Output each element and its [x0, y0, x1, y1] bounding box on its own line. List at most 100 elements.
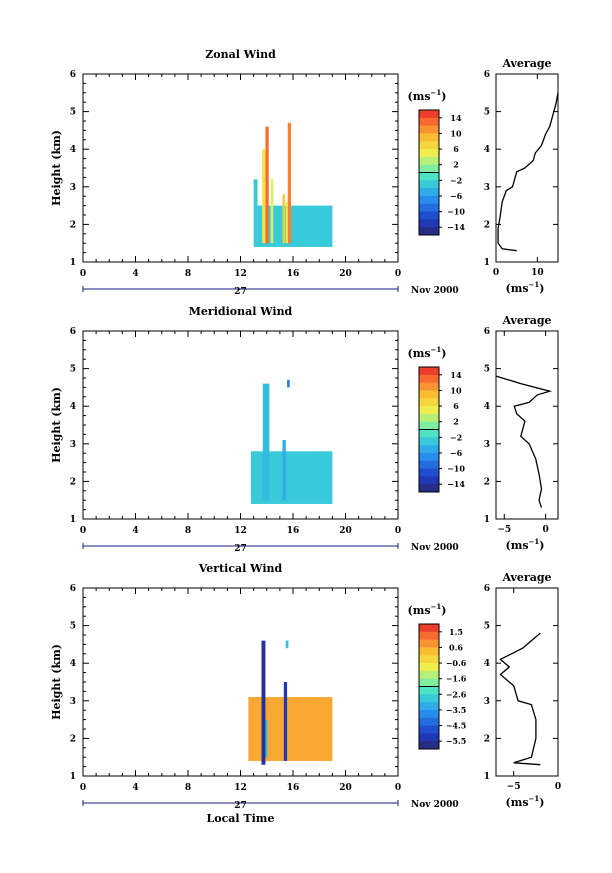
y-tick-label: 1: [70, 515, 76, 525]
colorbar-swatch: [419, 639, 439, 648]
profile-y-tick-label: 2: [484, 734, 490, 744]
data-cell: [270, 179, 274, 244]
colorbar-swatch: [419, 624, 439, 633]
y-tick-label: 2: [70, 220, 76, 230]
y-tick-label: 3: [70, 440, 76, 450]
colorbar-swatch: [419, 195, 439, 205]
colorbar-tick-label: 6: [453, 401, 459, 411]
day-label: 27: [234, 544, 247, 554]
data-cell: [285, 201, 288, 244]
x-tick-label: 0: [80, 269, 86, 279]
x-tick-label: 4: [132, 269, 138, 279]
y-tick-label: 5: [70, 622, 76, 632]
colorbar-tick-label: −5.5: [446, 736, 467, 746]
colorbar-swatch: [419, 663, 439, 672]
colorbar-swatch: [419, 125, 439, 134]
x-axis-label: Local Time: [207, 812, 275, 825]
day-label: 27: [234, 287, 247, 297]
profile-title: Average: [501, 314, 551, 327]
profile-y-tick-label: 2: [484, 220, 490, 230]
profile-y-tick-label: 6: [484, 70, 490, 80]
data-cell: [287, 379, 290, 388]
x-tick-label: 0: [80, 526, 86, 536]
colorbar-swatch: [419, 110, 439, 119]
colorbar-swatch: [419, 406, 439, 415]
colorbar-tick-label: −14: [447, 222, 465, 232]
profile-y-tick-label: 1: [484, 772, 490, 782]
y-tick-label: 1: [70, 258, 76, 268]
x-tick-label: 8: [185, 783, 191, 793]
x-tick-label: 0: [395, 269, 401, 279]
colorbar-swatch: [419, 468, 439, 477]
profile-frame: [495, 587, 559, 777]
profile-unit: (ms−1): [505, 794, 544, 809]
colorbar-swatch: [419, 460, 439, 469]
colorbar-swatch: [419, 211, 439, 220]
colorbar-swatch: [419, 655, 439, 664]
colorbar-swatch: [419, 133, 439, 142]
profile-line: [495, 375, 553, 508]
profile-title: Average: [501, 571, 551, 584]
x-tick-label: 4: [132, 526, 138, 536]
y-tick-label: 5: [70, 108, 76, 118]
profile-x-tick-label: 0: [542, 525, 548, 535]
colorbar-swatch: [419, 413, 439, 423]
colorbar-tick-label: −6: [450, 448, 463, 458]
data-blocks: [253, 122, 333, 247]
profile-x-tick-label: 0: [493, 268, 499, 278]
colorbar-tick-label: 10: [450, 128, 462, 138]
profile-x-tick-label: 10: [531, 268, 544, 278]
colorbar-swatch: [419, 227, 439, 236]
colorbar-swatch: [419, 156, 439, 166]
profile-y-tick-label: 4: [484, 402, 490, 412]
y-axis-label: Height (km): [50, 130, 63, 206]
colorbar-unit: (ms−1): [407, 602, 446, 617]
x-tick-label: 0: [395, 526, 401, 536]
data-cell: [262, 149, 266, 244]
colorbar-tick-label: −10: [447, 464, 465, 474]
colorbar-tick-label: −3.5: [446, 705, 467, 715]
colorbar-swatch: [419, 445, 439, 454]
colorbar-swatch: [419, 702, 439, 711]
y-tick-label: 2: [70, 734, 76, 744]
colorbar-swatch: [419, 398, 439, 407]
y-tick-label: 6: [70, 584, 76, 594]
colorbar-tick-label: 1.5: [449, 627, 463, 637]
data-cell: [282, 194, 286, 244]
colorbar-tick-label: −4.5: [446, 721, 467, 731]
y-axis-label: Height (km): [50, 644, 63, 720]
profile-line: [497, 92, 559, 252]
colorbar-tick-label: −2: [450, 432, 462, 442]
day-label: 27: [234, 801, 247, 811]
colorbar-swatch: [419, 164, 439, 173]
data-blocks: [248, 640, 333, 765]
plot-frame: [82, 330, 399, 520]
colorbar-swatch: [419, 367, 439, 376]
colorbar-unit: (ms−1): [407, 345, 446, 360]
profile-y-tick-label: 4: [484, 659, 490, 669]
data-cell: [319, 458, 324, 501]
profile-y-tick-label: 1: [484, 258, 490, 268]
y-tick-label: 4: [70, 402, 76, 412]
y-tick-label: 6: [70, 327, 76, 337]
y-axis-label: Height (km): [50, 387, 63, 463]
data-cell: [257, 205, 333, 247]
x-tick-label: 20: [339, 269, 352, 279]
data-cell: [287, 122, 292, 244]
data-cell: [248, 697, 333, 761]
colorbar-swatch: [419, 647, 439, 656]
colorbar-swatch: [419, 631, 439, 641]
colorbar-swatch: [419, 141, 439, 150]
y-tick-label: 4: [70, 145, 76, 155]
data-cell: [253, 179, 258, 247]
profile-y-tick-label: 5: [484, 108, 490, 118]
data-blocks: [251, 379, 333, 504]
y-tick-label: 2: [70, 477, 76, 487]
colorbar-unit: (ms−1): [407, 88, 446, 103]
profile-y-tick-label: 6: [484, 327, 490, 337]
y-tick-label: 1: [70, 772, 76, 782]
colorbar-tick-label: −6: [450, 191, 463, 201]
